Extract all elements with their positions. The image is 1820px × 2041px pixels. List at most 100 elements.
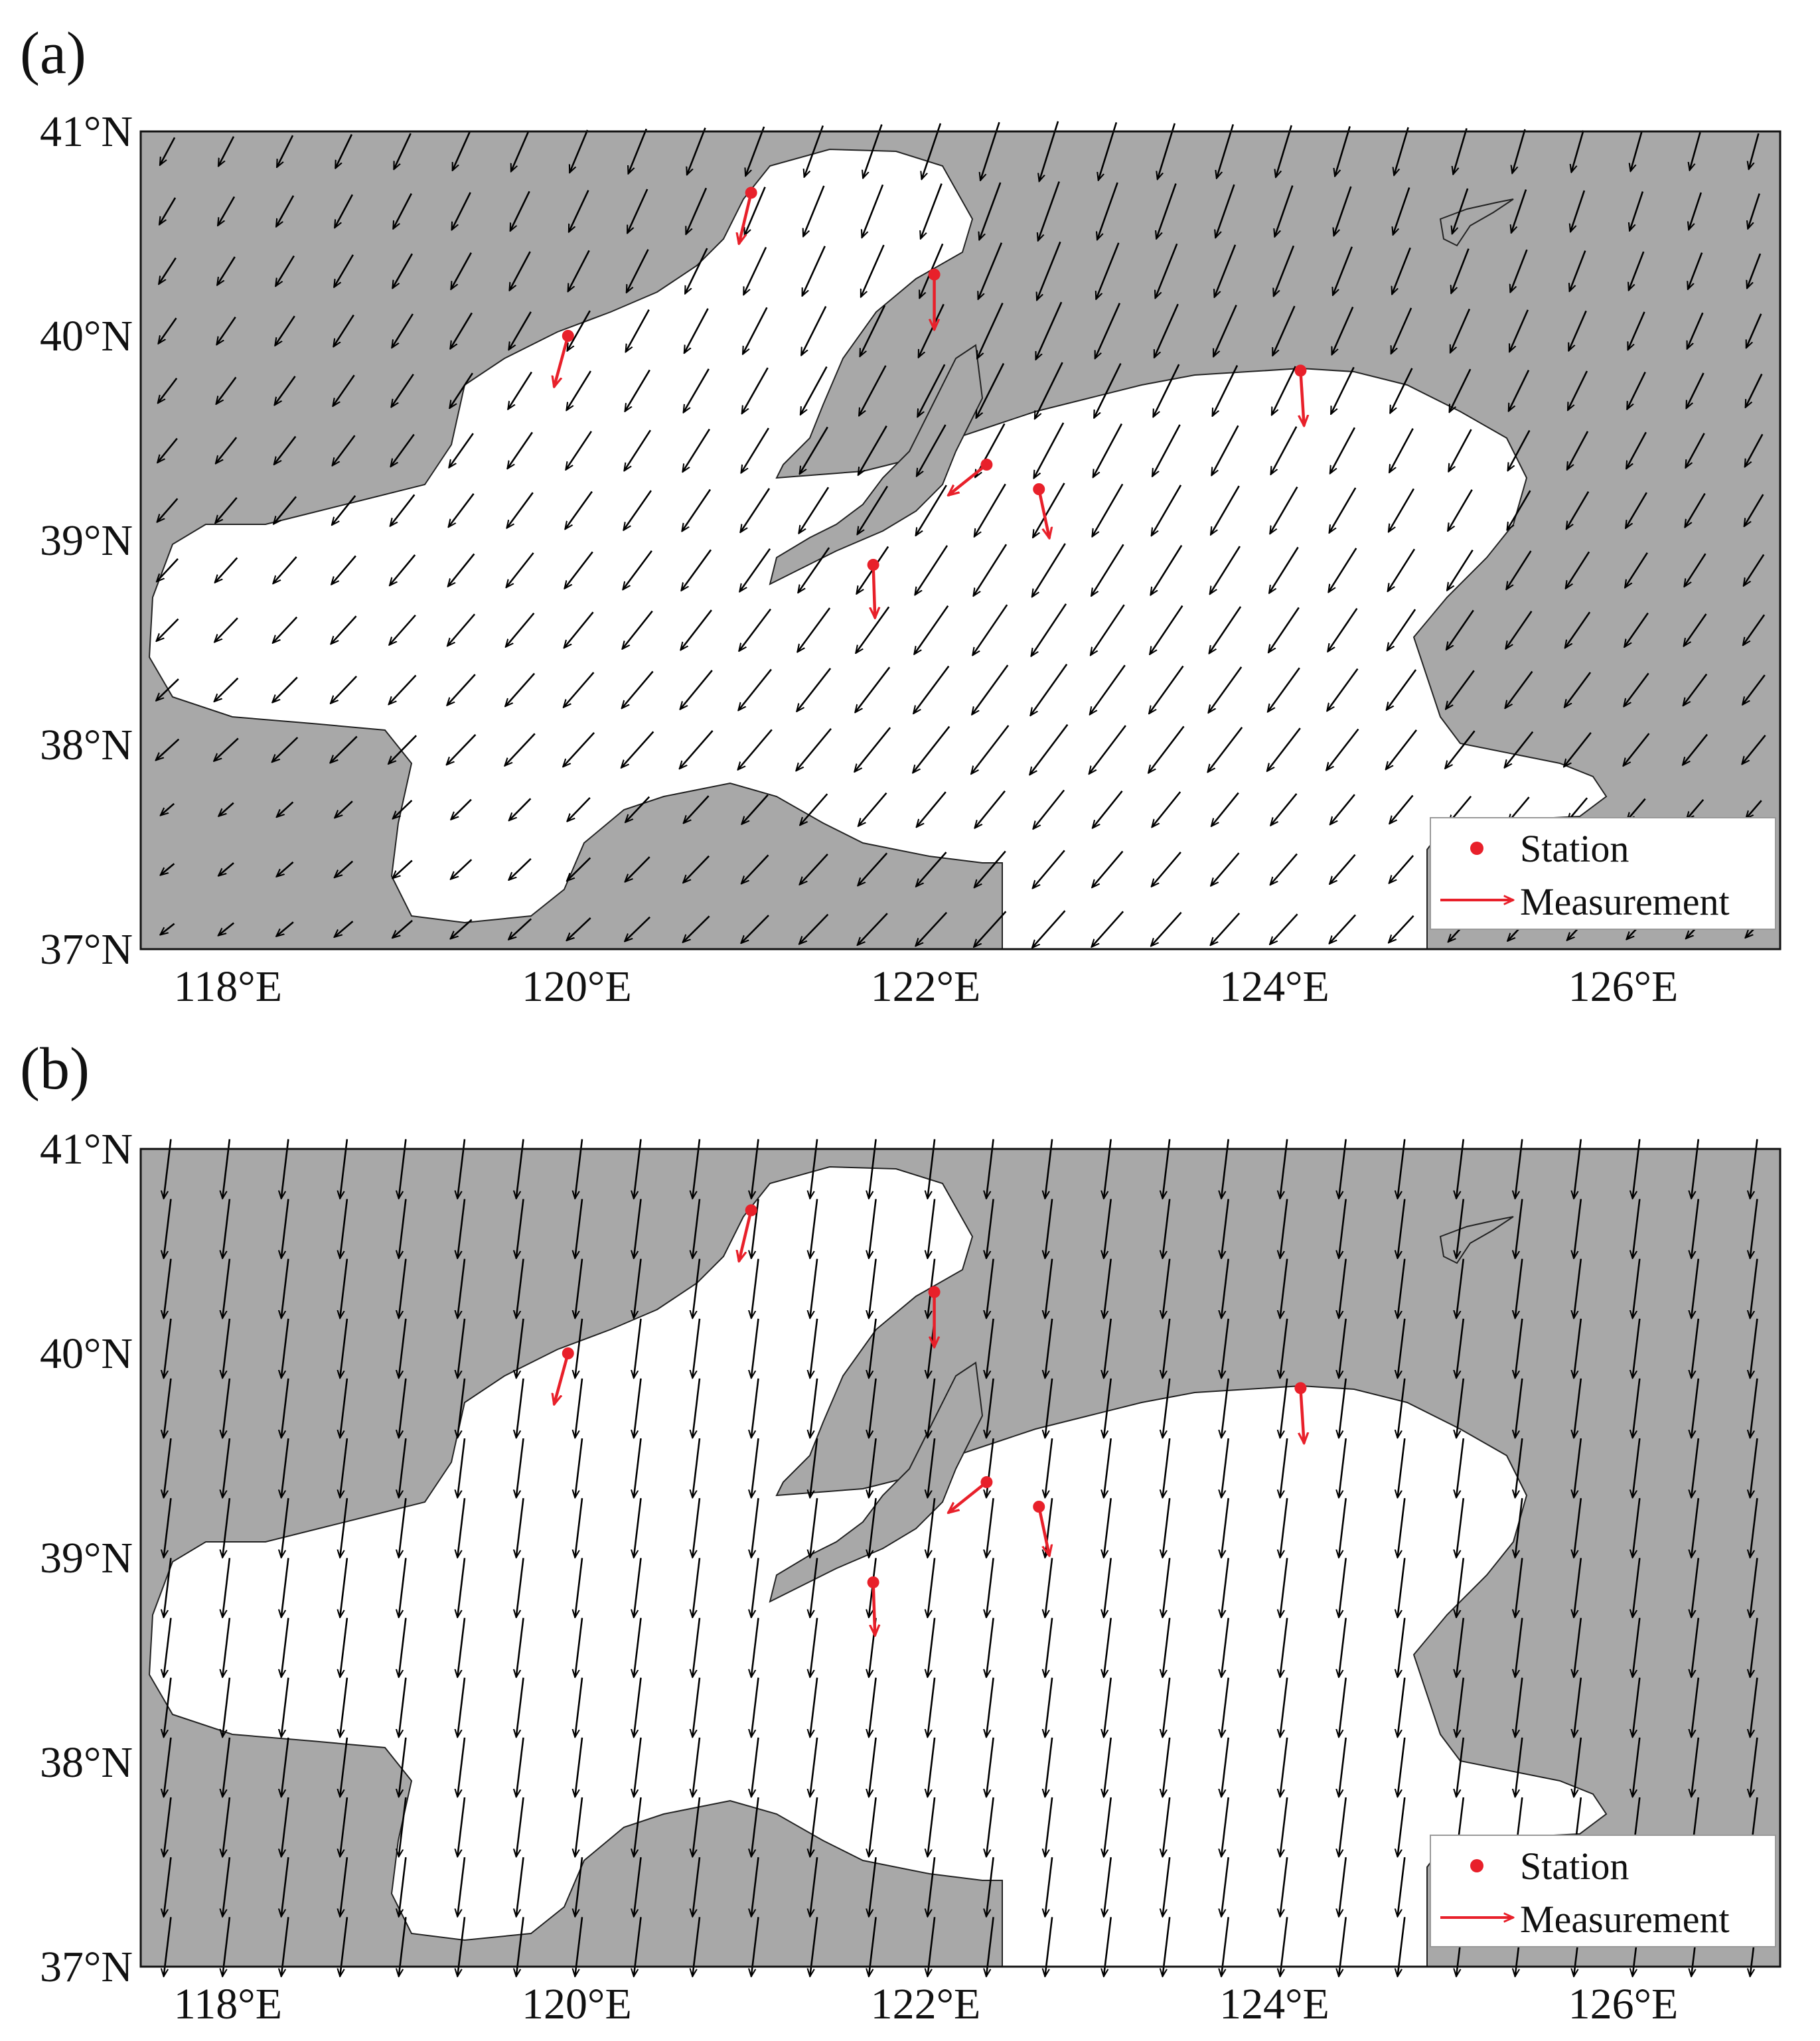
wind-vector — [692, 1318, 701, 1378]
wind-vector — [1271, 426, 1298, 475]
wind-vector — [1274, 185, 1294, 237]
wind-vector — [927, 1498, 936, 1557]
wind-vector — [516, 1378, 524, 1438]
wind-vector — [685, 187, 708, 234]
wind-vector — [516, 1618, 524, 1677]
wind-vector — [273, 496, 297, 524]
wind-vector — [1221, 1378, 1229, 1438]
wind-vector — [1221, 1618, 1229, 1677]
panel-a-measurements — [554, 187, 1307, 618]
wind-vector — [917, 424, 947, 477]
wind-vector — [986, 1258, 994, 1318]
wind-vector — [399, 1857, 407, 1916]
wind-vector — [1163, 1677, 1171, 1737]
x-tick-label: 118°E — [174, 962, 282, 1011]
wind-vector — [692, 1618, 701, 1677]
wind-vector — [863, 124, 883, 179]
wind-vector — [216, 316, 236, 345]
wind-vector — [566, 431, 592, 470]
wind-vector — [1624, 733, 1650, 766]
wind-vector — [399, 1318, 407, 1378]
wind-vector — [516, 1797, 524, 1856]
wind-vector — [391, 374, 414, 408]
wind-vector — [1097, 182, 1118, 240]
wind-vector — [634, 1857, 642, 1916]
wind-vector — [1687, 798, 1705, 820]
wind-vector — [1398, 1677, 1406, 1737]
wind-vector — [216, 376, 237, 404]
wind-vector — [1150, 605, 1183, 654]
panel-b-legend: Station Measurement — [1430, 1835, 1776, 1947]
wind-vector — [692, 1199, 701, 1258]
wind-vector — [1104, 1498, 1112, 1557]
wind-vector — [1624, 612, 1649, 647]
station-marker — [562, 1347, 574, 1359]
wind-vector — [399, 1498, 407, 1557]
legend-box — [1430, 817, 1776, 930]
wind-vector — [275, 255, 295, 287]
wind-vector — [745, 187, 766, 236]
wind-vector — [739, 608, 772, 651]
wind-vector — [1508, 429, 1531, 471]
wind-vector — [564, 672, 595, 708]
wind-vector — [449, 493, 475, 527]
wind-vector — [275, 376, 296, 405]
wind-vector — [1507, 490, 1531, 530]
wind-vector — [156, 678, 179, 701]
wind-vector — [797, 607, 831, 652]
wind-vector — [273, 556, 297, 583]
wind-vector — [1627, 311, 1645, 350]
wind-vector — [1684, 553, 1706, 587]
wind-vector — [1683, 733, 1708, 765]
station-marker — [1033, 483, 1045, 495]
wind-vector — [508, 311, 532, 350]
wind-vector — [399, 1378, 407, 1438]
wind-vector — [751, 1618, 759, 1677]
wind-vector — [1574, 1199, 1582, 1258]
wind-vector — [1033, 850, 1065, 888]
wind-vector — [1221, 1737, 1229, 1797]
wind-vector — [1574, 1498, 1582, 1557]
wind-vector — [1691, 1558, 1700, 1617]
wind-vector — [680, 670, 713, 710]
wind-vector — [156, 738, 180, 761]
wind-vector — [859, 365, 887, 416]
wind-vector — [399, 1797, 407, 1856]
wind-vector — [1326, 728, 1359, 771]
wind-vector — [340, 1438, 348, 1497]
wind-vector — [275, 315, 295, 346]
wind-vector — [1280, 1199, 1288, 1258]
wind-vector — [869, 1498, 877, 1557]
wind-vector — [856, 606, 890, 653]
station-marker — [745, 1204, 757, 1217]
wind-vector — [1685, 372, 1705, 408]
wind-vector — [751, 1857, 759, 1916]
wind-vector — [1045, 1677, 1053, 1737]
wind-vector — [1163, 1378, 1171, 1438]
wind-vector — [1339, 1558, 1347, 1617]
wind-vector — [1270, 486, 1298, 534]
panel-a-island — [1439, 198, 1514, 247]
wind-vector — [1096, 242, 1120, 299]
wind-vector — [684, 248, 708, 293]
station-marker — [867, 558, 879, 571]
wind-vector — [1045, 1438, 1053, 1497]
wind-vector — [1339, 1318, 1347, 1378]
wind-vector — [743, 307, 768, 354]
wind-vector — [634, 1677, 642, 1737]
wind-vector — [1745, 313, 1762, 348]
wind-vector — [1688, 252, 1703, 289]
wind-vector — [1506, 550, 1532, 589]
wind-vector — [1092, 911, 1124, 946]
wind-vector — [164, 1498, 172, 1557]
wind-vector — [273, 616, 298, 643]
wind-vector — [399, 1438, 407, 1497]
wind-vector — [1574, 1618, 1582, 1677]
wind-vector — [799, 913, 829, 945]
wind-vector — [738, 729, 773, 769]
wind-vector — [1633, 1498, 1641, 1557]
wind-vector — [1515, 1438, 1523, 1497]
wind-vector — [1510, 249, 1528, 292]
wind-vector — [625, 249, 649, 293]
wind-vector — [1209, 606, 1242, 654]
